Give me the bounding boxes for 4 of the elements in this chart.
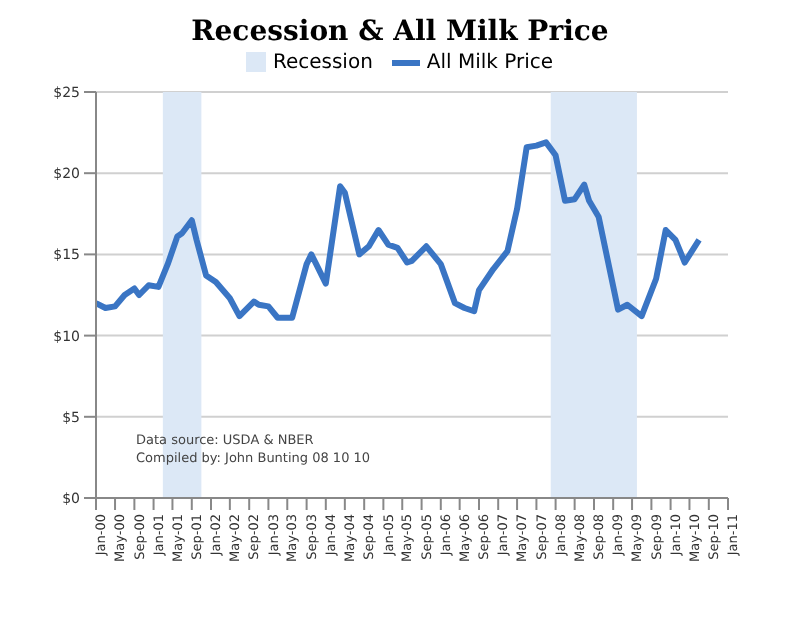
line-series	[96, 139, 703, 321]
legend-label: Recession	[272, 51, 373, 73]
chart-title: Recession & All Milk Price	[189, 16, 611, 48]
legend-label: All Milk Price	[426, 51, 554, 73]
